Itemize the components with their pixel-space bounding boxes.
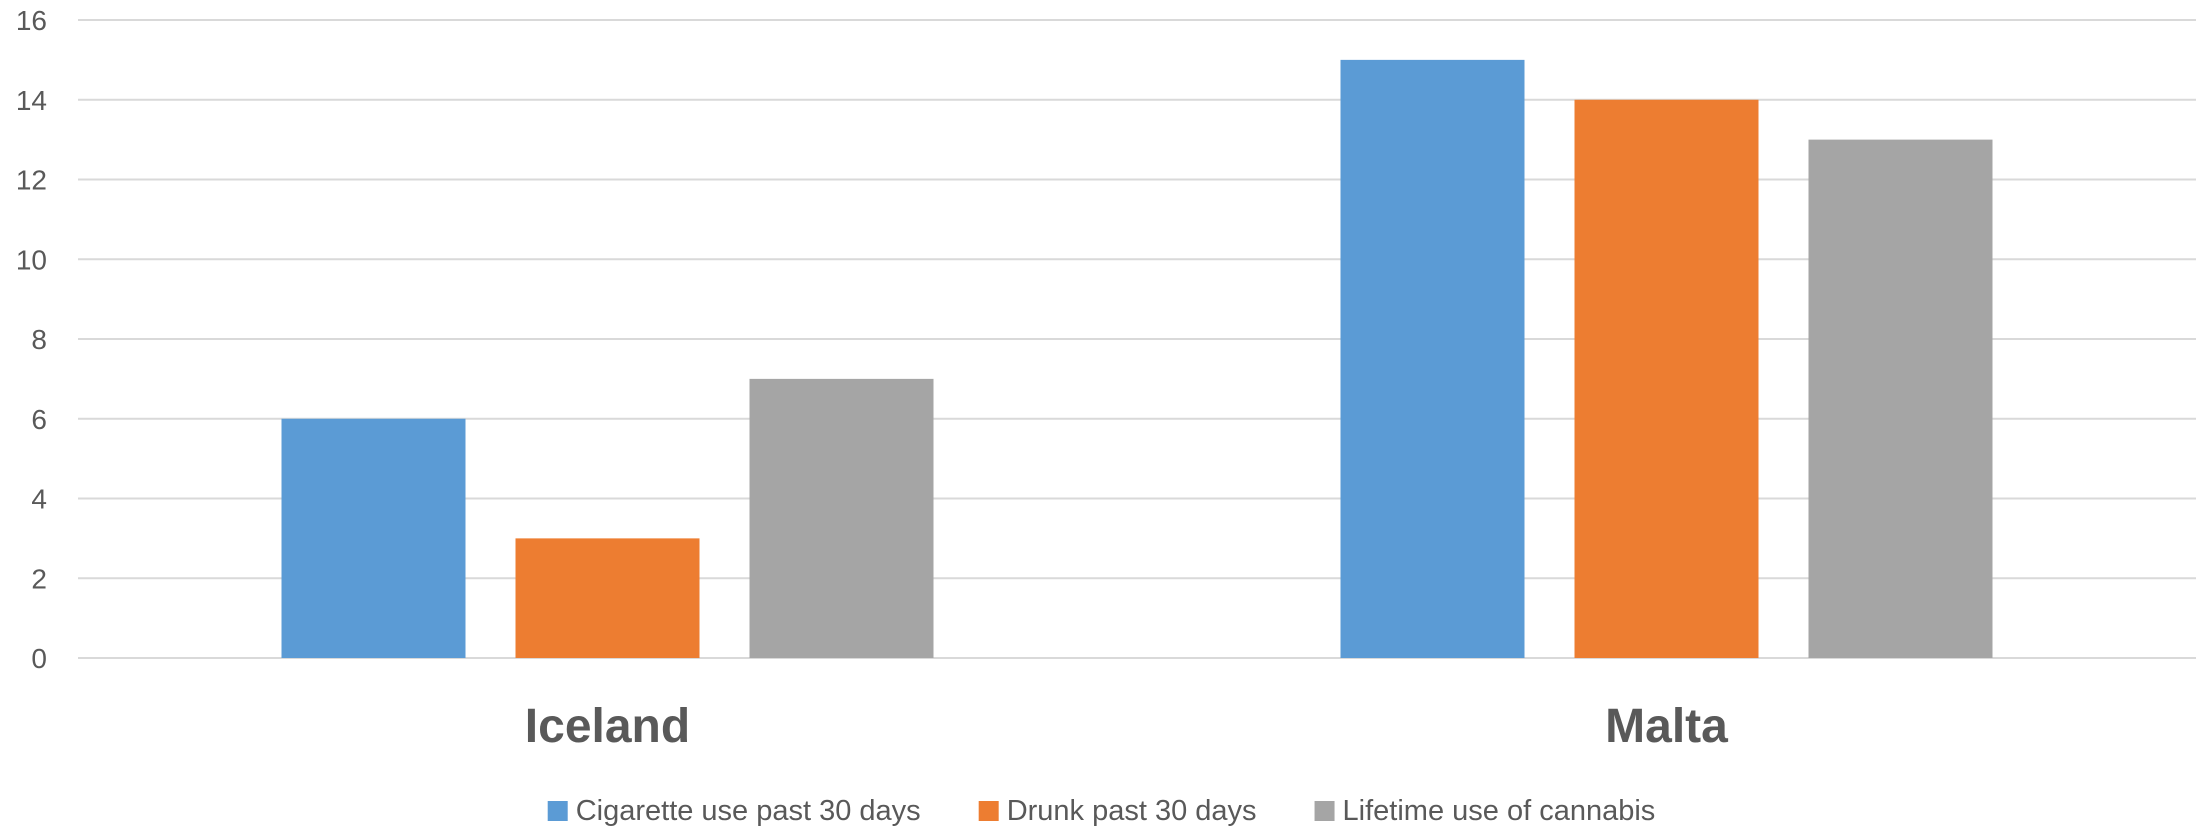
legend-swatch	[1314, 801, 1335, 821]
y-tick-label: 0	[31, 643, 47, 674]
legend-item: Lifetime use of cannabis	[1314, 795, 1656, 827]
legend-label: Drunk past 30 days	[1007, 795, 1257, 827]
category-label: Malta	[1605, 700, 1728, 753]
bar-malta-series-2	[1808, 139, 1993, 658]
y-tick-label: 4	[31, 484, 47, 515]
y-tick-label: 8	[31, 324, 47, 355]
bars	[281, 59, 1993, 658]
y-tick-label: 16	[16, 5, 47, 36]
bar-iceland-series-0	[281, 418, 466, 658]
category-labels: Iceland Malta	[525, 700, 1728, 753]
legend-label: Cigarette use past 30 days	[576, 795, 921, 827]
bar-iceland-series-2	[749, 378, 934, 658]
y-tick-label: 2	[31, 563, 47, 594]
bar-malta-series-1	[1574, 99, 1759, 658]
y-axis-tick-labels: 0 2 4 6 8 10 12 14 16	[16, 5, 47, 674]
y-tick-label: 12	[16, 165, 47, 196]
y-tick-label: 6	[31, 404, 47, 435]
y-tick-label: 10	[16, 244, 47, 275]
category-label: Iceland	[525, 700, 690, 753]
legend-swatch	[547, 801, 568, 821]
legend-swatch	[978, 801, 999, 821]
legend-item: Cigarette use past 30 days	[547, 795, 921, 827]
bar-iceland-series-1	[515, 538, 700, 658]
bar-malta-series-0	[1340, 59, 1525, 658]
legend: Cigarette use past 30 days Drunk past 30 …	[547, 795, 1656, 827]
legend-label: Lifetime use of cannabis	[1343, 795, 1656, 827]
legend-item: Drunk past 30 days	[978, 795, 1257, 827]
y-tick-label: 14	[16, 85, 47, 116]
